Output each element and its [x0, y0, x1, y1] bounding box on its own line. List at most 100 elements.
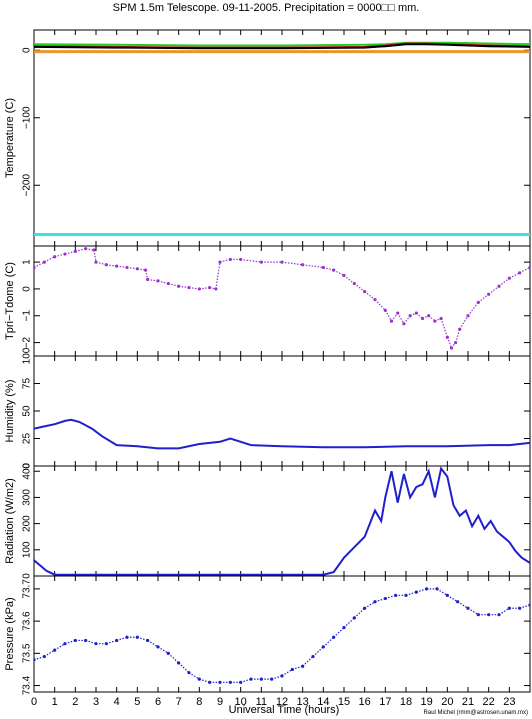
- data-trail: [95, 261, 107, 266]
- y-tick-label: 73.5: [22, 643, 33, 663]
- data-trail: [364, 601, 376, 609]
- panel-frame: [33, 465, 531, 577]
- y-tick-label: 0: [22, 573, 33, 579]
- y-axis-label: Radiation (W/m2): [4, 478, 16, 564]
- x-tick-label: 18: [400, 696, 412, 708]
- data-trail: [281, 668, 293, 677]
- data-trail: [322, 636, 335, 648]
- x-tick-label: 21: [462, 696, 474, 708]
- data-trail: [147, 639, 159, 648]
- panel-temperature: 0 −100 −200 Temperature (C): [4, 29, 531, 247]
- y-tick-label: 25: [22, 433, 33, 445]
- y-tick-label: 0: [22, 47, 33, 53]
- y-tick-label: 100: [22, 347, 33, 364]
- data-trail: [209, 286, 216, 290]
- data-trail: [459, 315, 469, 330]
- data-trail: [457, 601, 469, 609]
- data-trail: [116, 636, 128, 642]
- panel-pressure: 73.4 73.5 73.6 73.7 Pressure (kPa): [4, 575, 531, 695]
- y-tick-label: 75: [22, 378, 33, 390]
- y-tick-label: 50: [22, 405, 33, 417]
- data-trail: [219, 258, 231, 263]
- data-trail: [434, 317, 442, 322]
- x-tick-label: 20: [441, 696, 453, 708]
- y-tick-label: 200: [22, 515, 33, 532]
- data-point: [177, 661, 181, 665]
- panel-data: [34, 587, 530, 684]
- data-point: [301, 664, 305, 668]
- data-trail: [323, 266, 334, 271]
- credit-text: Raul Michel (rmm@astrosen.unam.mx): [424, 710, 528, 716]
- data-trail: [409, 312, 417, 317]
- data-trail: [455, 328, 461, 343]
- data-trail: [343, 617, 355, 628]
- x-tick-label: 11: [256, 696, 267, 708]
- x-axis: 0 1 2 3 4 5 6 7 8 9 10 11 12 13 14 15 16 17 18 19 20 21 22 23: [31, 696, 516, 708]
- data-trail: [137, 636, 148, 642]
- x-tick-label: 3: [93, 696, 99, 708]
- x-tick-label: 6: [155, 696, 161, 708]
- y-tick-label: 1: [22, 259, 33, 265]
- data-trail: [178, 662, 190, 674]
- data-trail: [333, 627, 345, 638]
- y-tick-label: 400: [22, 462, 33, 479]
- data-trail: [302, 656, 314, 667]
- y-tick-label: −200: [22, 174, 33, 197]
- x-tick-label: 4: [114, 696, 120, 708]
- data-trail: [436, 588, 448, 596]
- y-axis-label: Tpri−Tdome (C): [4, 262, 16, 340]
- data-trail: [343, 275, 355, 285]
- data-trail: [422, 315, 429, 319]
- data-trail: [498, 607, 510, 616]
- data-point: [228, 680, 232, 684]
- data-trail: [34, 261, 45, 268]
- data-point: [228, 257, 232, 262]
- data-trail: [44, 649, 55, 658]
- data-trail: [405, 591, 417, 596]
- x-tick-label: 7: [176, 696, 182, 708]
- data-trail: [157, 280, 169, 285]
- data-point: [146, 277, 150, 282]
- data-point: [208, 680, 212, 684]
- data-trail: [467, 607, 479, 616]
- x-tick-label: 22: [483, 696, 495, 708]
- x-tick-label: 0: [31, 696, 37, 708]
- x-tick-label: 2: [72, 696, 78, 708]
- panel-tpri-tdome: 1 0 −1 −2 Tpri−Tdome (C): [4, 245, 531, 357]
- panel-data: [34, 466, 530, 576]
- x-tick-label: 13: [297, 696, 309, 708]
- data-point: [135, 267, 139, 271]
- y-axis-label: Temperature (C): [4, 98, 16, 178]
- data-trail: [75, 248, 86, 252]
- data-trail: [292, 665, 303, 671]
- data-trail: [54, 253, 66, 258]
- chart-title: SPM 1.5m Telescope. 09-11-2005. Precipit…: [113, 2, 420, 14]
- data-trail: [106, 639, 117, 645]
- data-trail: [353, 607, 366, 619]
- data-trail: [333, 269, 345, 277]
- data-trail: [34, 655, 45, 661]
- data-trail: [446, 337, 453, 349]
- data-trail: [54, 643, 66, 651]
- panels-group: 0 −100 −200 Temperature (C) 1 0 −1 −2 Tpri−Tdome…: [4, 29, 531, 695]
- data-trail: [397, 312, 405, 325]
- y-tick-label: 300: [22, 489, 33, 506]
- y-axis-label: Humidity (%): [4, 380, 16, 443]
- data-trail: [302, 264, 324, 269]
- data-trail: [167, 652, 180, 664]
- data-trail: [498, 277, 510, 287]
- y-tick-label: 73.4: [22, 675, 33, 695]
- data-trail: [281, 261, 303, 266]
- series-line: [34, 418, 530, 450]
- data-trail: [64, 250, 76, 255]
- data-trail: [467, 301, 479, 317]
- y-tick-label: −1: [22, 310, 33, 322]
- x-tick-label: 5: [134, 696, 140, 708]
- x-tick-label: 17: [379, 696, 391, 708]
- data-trail: [488, 285, 500, 295]
- y-tick-label: 100: [22, 541, 33, 558]
- series-line-black: [34, 43, 530, 50]
- data-trail: [374, 299, 386, 311]
- data-trail: [385, 594, 396, 600]
- panel-data: [34, 418, 530, 450]
